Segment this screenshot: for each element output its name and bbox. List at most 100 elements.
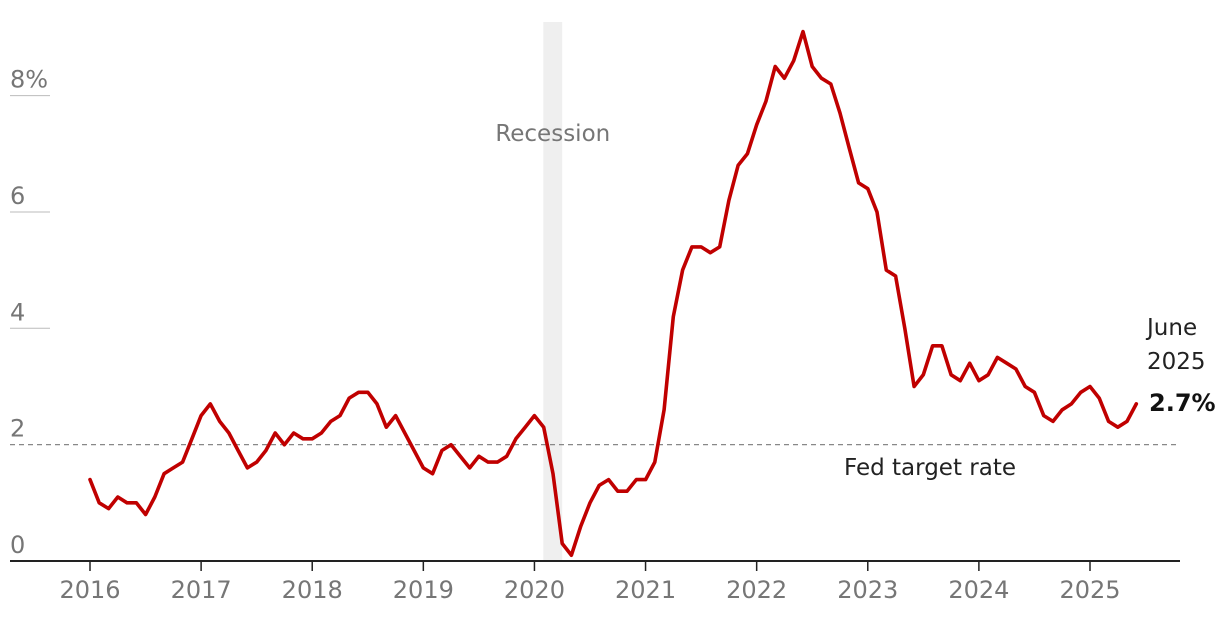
data-point: [616, 490, 619, 493]
data-point: [709, 251, 712, 254]
data-point: [98, 501, 101, 504]
data-point: [598, 484, 601, 487]
data-point: [376, 402, 379, 405]
end-date-month-label: June: [1145, 315, 1197, 341]
data-point: [459, 455, 462, 458]
data-point: [153, 496, 156, 499]
data-point: [811, 65, 814, 68]
data-point: [820, 77, 823, 80]
data-point: [681, 269, 684, 272]
data-point: [227, 432, 230, 435]
data-point: [200, 414, 203, 417]
data-point: [348, 397, 351, 400]
data-point: [264, 449, 267, 452]
x-tick-label: 2023: [837, 576, 898, 604]
data-point: [496, 461, 499, 464]
data-point: [663, 408, 666, 411]
data-point: [589, 501, 592, 504]
data-point: [126, 501, 129, 504]
data-point: [1126, 420, 1129, 423]
data-point: [181, 461, 184, 464]
x-tick-label: 2016: [59, 576, 120, 604]
x-tick-label: 2021: [615, 576, 676, 604]
data-point: [422, 466, 425, 469]
data-point: [626, 490, 629, 493]
y-tick-label: 0: [10, 531, 25, 559]
data-point: [1070, 402, 1073, 405]
data-point: [1014, 368, 1017, 371]
data-point: [385, 426, 388, 429]
data-point: [302, 437, 305, 440]
data-point: [1005, 362, 1008, 365]
data-point: [172, 466, 175, 469]
data-point: [690, 245, 693, 248]
data-point: [283, 443, 286, 446]
inflation-series-line: [88, 29, 1139, 557]
data-point: [431, 472, 434, 475]
end-date-year-label: 2025: [1147, 349, 1206, 375]
data-point: [144, 513, 147, 516]
data-point: [116, 496, 119, 499]
data-point: [311, 437, 314, 440]
data-point: [440, 449, 443, 452]
data-point: [987, 373, 990, 376]
data-point: [839, 112, 842, 115]
data-point: [857, 181, 860, 184]
data-point: [320, 432, 323, 435]
data-point: [477, 455, 480, 458]
data-point: [653, 461, 656, 464]
data-point: [737, 164, 740, 167]
data-point: [968, 362, 971, 365]
data-point: [357, 391, 360, 394]
data-point: [848, 146, 851, 149]
data-point: [774, 65, 777, 68]
data-point: [718, 245, 721, 248]
data-point: [940, 344, 943, 347]
data-point: [607, 478, 610, 481]
data-point: [755, 123, 758, 126]
data-point: [163, 472, 166, 475]
y-tick-label: 8%: [10, 66, 48, 94]
x-tick-label: 2025: [1059, 576, 1120, 604]
data-point: [561, 542, 564, 545]
fed-target-label: Fed target rate: [844, 455, 1016, 481]
data-point: [505, 455, 508, 458]
data-point: [366, 391, 369, 394]
data-point: [764, 100, 767, 103]
data-point: [1061, 408, 1064, 411]
data-point: [802, 30, 805, 33]
data-point: [292, 432, 295, 435]
data-point: [866, 187, 869, 190]
data-point: [89, 478, 92, 481]
data-point: [913, 385, 916, 388]
data-point: [931, 344, 934, 347]
data-point: [403, 432, 406, 435]
data-point: [1089, 385, 1092, 388]
x-axis-ticks: 2016 2017 2018 2019 2020 2021 2022 2023 2024 2025: [59, 561, 1121, 604]
end-value-label: 2.7%: [1149, 389, 1216, 417]
data-point: [579, 525, 582, 528]
data-point: [1042, 414, 1045, 417]
data-point: [209, 402, 212, 405]
data-point: [1116, 426, 1119, 429]
data-point: [700, 245, 703, 248]
data-point: [783, 77, 786, 80]
data-point: [107, 507, 110, 510]
y-tick-label: 6: [10, 182, 25, 210]
data-point: [542, 426, 545, 429]
data-point: [468, 466, 471, 469]
data-point: [922, 373, 925, 376]
data-point: [237, 449, 240, 452]
data-point: [1098, 397, 1101, 400]
data-point: [876, 210, 879, 213]
data-point: [1079, 391, 1082, 394]
x-tick-label: 2022: [726, 576, 787, 604]
x-tick-label: 2017: [171, 576, 232, 604]
data-point: [274, 432, 277, 435]
data-point: [996, 356, 999, 359]
x-tick-label: 2024: [948, 576, 1009, 604]
data-point: [1135, 402, 1138, 405]
y-axis-labels: 0 2 4 6 8%: [10, 66, 48, 559]
x-tick-label: 2019: [393, 576, 454, 604]
